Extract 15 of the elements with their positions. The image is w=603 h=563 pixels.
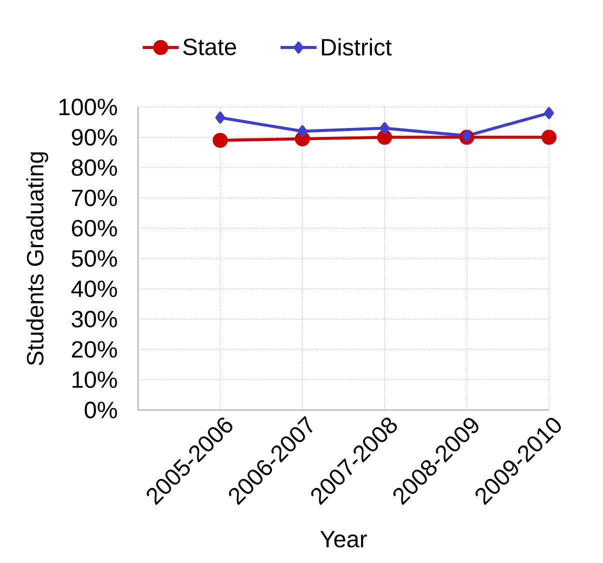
y-tick-label: 20% [72,341,117,358]
x-axis-title: Year [320,531,367,548]
y-tick-label: 70% [72,190,117,206]
y-tick-label: 90% [72,128,117,146]
legend-label: State [183,38,236,56]
y-tick-label: 50% [72,250,117,267]
y-axis-title: Students Graduating [26,152,48,366]
y-tick-label: 80% [72,159,117,176]
y-tick-label: 60% [72,220,117,237]
y-tick-label: 100% [59,98,117,116]
y-tick-label: 10% [72,371,117,388]
y-tick-label: 40% [71,280,117,298]
y-tick-label: 0% [84,402,117,418]
legend-label: District [322,38,392,56]
y-tick-label: 30% [72,310,117,328]
